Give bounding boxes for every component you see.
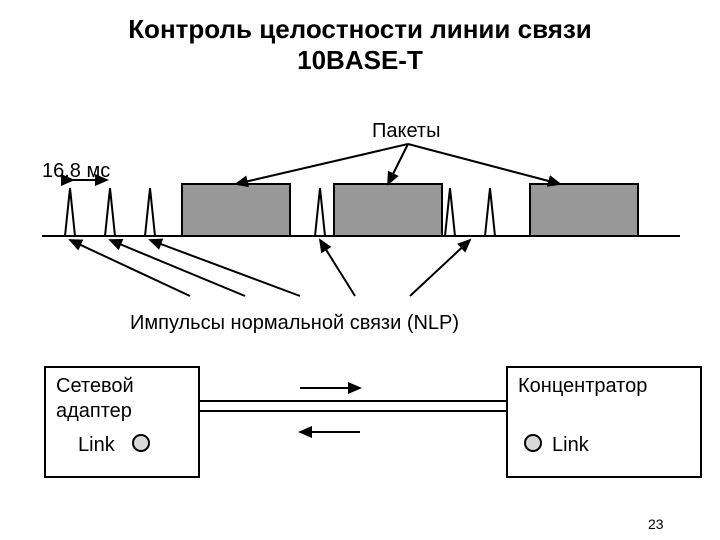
hub-box: Концентратор bbox=[506, 366, 702, 478]
nlp-label: Импульсы нормальной связи (NLP) bbox=[130, 312, 459, 335]
packets-label: Пакеты bbox=[372, 120, 440, 143]
page-number: 23 bbox=[648, 516, 664, 532]
link-label-right: Link bbox=[552, 434, 589, 457]
adapter-label: Сетевойадаптер bbox=[56, 375, 134, 422]
interval-label: 16,8 мс bbox=[42, 160, 110, 183]
hub-label: Концентратор bbox=[518, 375, 647, 397]
adapter-box: Сетевойадаптер bbox=[44, 366, 200, 478]
link-label-left: Link bbox=[78, 434, 115, 457]
title-line2: 10BASE-T bbox=[297, 45, 423, 75]
title-line1: Контроль целостности линии связи bbox=[128, 14, 592, 44]
diagram-canvas: 16,8 мс Пакеты Импульсы нормальной связи… bbox=[0, 76, 720, 536]
